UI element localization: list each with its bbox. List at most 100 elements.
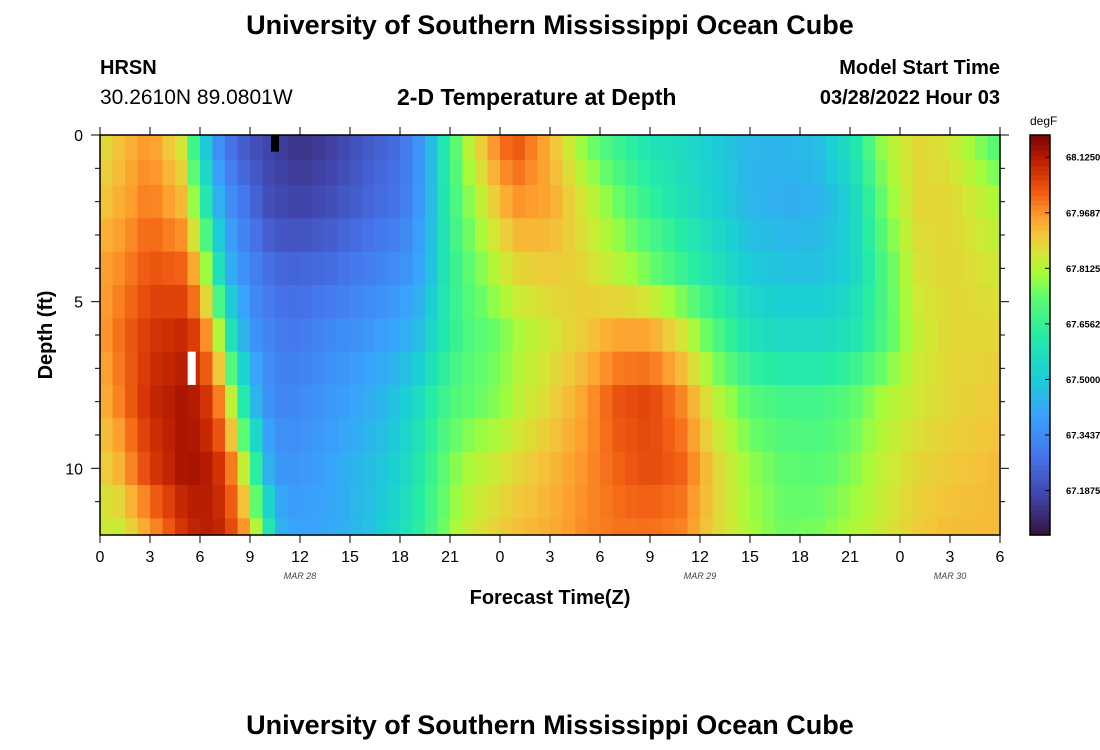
heatmap-cell xyxy=(725,251,739,286)
colorbar-segment xyxy=(1030,340,1050,346)
heatmap-cell xyxy=(550,251,564,286)
heatmap-cell xyxy=(362,351,376,386)
heatmap-cell xyxy=(300,485,314,519)
heatmap-cell xyxy=(812,351,826,386)
heatmap-cell xyxy=(737,160,751,186)
heatmap-cell xyxy=(362,451,376,486)
heatmap-cell xyxy=(262,218,276,253)
heatmap-cell xyxy=(125,185,139,219)
x-axis-label: Forecast Time(Z) xyxy=(470,587,631,609)
heatmap-cell xyxy=(450,185,464,219)
heatmap-cell xyxy=(725,351,739,386)
heatmap-cell xyxy=(637,451,651,486)
heatmap-cell xyxy=(150,418,164,453)
heatmap-cell xyxy=(712,135,726,161)
heatmap-cell xyxy=(612,485,626,519)
heatmap-cell xyxy=(712,318,726,353)
heatmap-cell xyxy=(612,451,626,486)
heatmap-cell xyxy=(925,451,939,486)
heatmap-cell xyxy=(587,385,601,419)
heatmap-cell xyxy=(212,451,226,486)
heatmap-cell xyxy=(100,418,114,453)
colorbar-segment xyxy=(1030,510,1050,516)
x-tick-label: 15 xyxy=(341,549,359,566)
heatmap-cell xyxy=(762,218,776,253)
heatmap-cell xyxy=(362,285,376,319)
heatmap-cell xyxy=(475,418,489,453)
heatmap-cell xyxy=(862,160,876,186)
date-label: MAR 29 xyxy=(684,571,717,581)
heatmap-cell xyxy=(550,285,564,319)
footer-title: University of Southern Mississippi Ocean… xyxy=(246,710,854,740)
heatmap-cell xyxy=(125,135,139,161)
heatmap-cell xyxy=(662,251,676,286)
heatmap-cell xyxy=(900,318,914,353)
heatmap-cell xyxy=(950,135,964,161)
heatmap-cell xyxy=(775,218,789,253)
x-tick-label: 15 xyxy=(741,549,759,566)
heatmap-cell xyxy=(850,218,864,253)
colorbar-segment xyxy=(1030,260,1050,266)
heatmap-cell xyxy=(662,385,676,419)
heatmap-cell xyxy=(800,485,814,519)
heatmap-cell xyxy=(387,385,401,419)
heatmap-cell xyxy=(462,251,476,286)
heatmap-cell xyxy=(212,285,226,319)
heatmap-cell xyxy=(875,251,889,286)
heatmap-cell xyxy=(925,351,939,386)
heatmap-cell xyxy=(800,160,814,186)
heatmap-cell xyxy=(812,285,826,319)
heatmap-cell xyxy=(900,351,914,386)
heatmap-cell xyxy=(575,218,589,253)
heatmap-cell xyxy=(325,135,339,161)
heatmap-cell xyxy=(900,285,914,319)
heatmap-cell xyxy=(250,160,264,186)
colorbar-segment xyxy=(1030,355,1050,361)
heatmap-cell xyxy=(575,135,589,161)
heatmap-cell xyxy=(300,135,314,161)
heatmap-cell xyxy=(462,518,476,536)
heatmap-cell xyxy=(187,285,201,319)
heatmap-cell xyxy=(700,518,714,536)
heatmap-cell xyxy=(650,318,664,353)
heatmap-cell xyxy=(137,318,151,353)
heatmap-cell xyxy=(312,318,326,353)
heatmap-cell xyxy=(437,485,451,519)
heatmap-cell xyxy=(787,518,801,536)
heatmap-cell xyxy=(775,185,789,219)
heatmap-cell xyxy=(537,385,551,419)
colorbar-segment xyxy=(1030,520,1050,526)
heatmap-cell xyxy=(437,135,451,161)
colorbar-tick-label: 67.8125 xyxy=(1066,264,1100,275)
heatmap-cell xyxy=(412,185,426,219)
heatmap-cell xyxy=(475,218,489,253)
heatmap-cell xyxy=(637,518,651,536)
colorbar-segment xyxy=(1030,235,1050,241)
heatmap-cell xyxy=(925,285,939,319)
heatmap-cell xyxy=(487,485,501,519)
heatmap-cell xyxy=(450,160,464,186)
heatmap-cell xyxy=(700,485,714,519)
heatmap-cell xyxy=(800,135,814,161)
heatmap-cell xyxy=(750,518,764,536)
heatmap-cell xyxy=(450,135,464,161)
colorbar-segment xyxy=(1030,285,1050,291)
heatmap-cell xyxy=(250,218,264,253)
heatmap-cell xyxy=(450,218,464,253)
heatmap-cell xyxy=(487,135,501,161)
y-tick-label: 5 xyxy=(74,295,83,312)
heatmap-cell xyxy=(487,160,501,186)
heatmap-cell xyxy=(650,185,664,219)
heatmap-cell xyxy=(125,451,139,486)
heatmap-cell xyxy=(225,218,239,253)
heatmap-cell xyxy=(425,485,439,519)
heatmap-cell xyxy=(562,451,576,486)
heatmap-cell xyxy=(512,218,526,253)
heatmap-cell xyxy=(475,185,489,219)
heatmap-cell xyxy=(487,351,501,386)
heatmap-cell xyxy=(825,318,839,353)
heatmap-cell xyxy=(325,218,339,253)
heatmap-cell xyxy=(912,285,926,319)
heatmap-cell xyxy=(412,518,426,536)
colorbar-segment xyxy=(1030,180,1050,186)
